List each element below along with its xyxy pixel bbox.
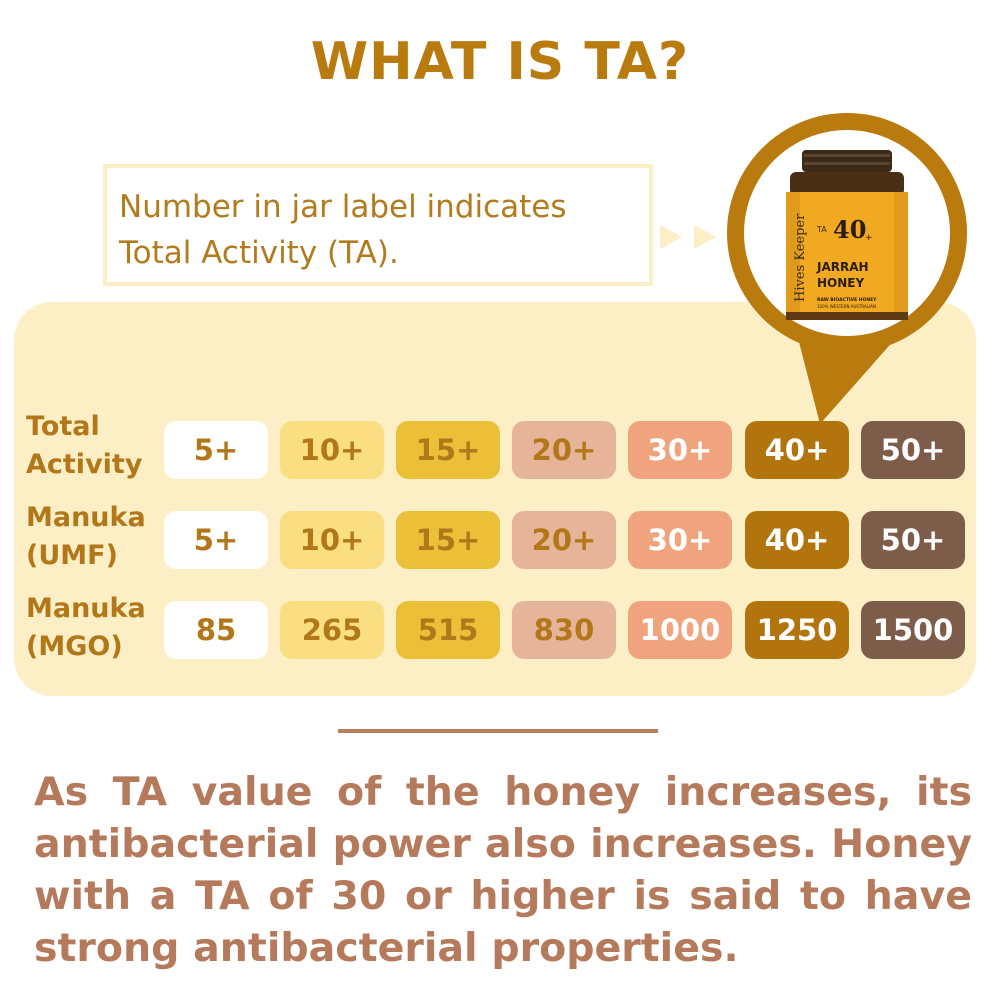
row-label: Total Activity — [26, 408, 142, 484]
value-cell: 265 — [280, 601, 384, 659]
honey-jar-image — [786, 150, 908, 320]
jar-subtitle: RAW BIOACTIVE HONEY — [817, 297, 877, 303]
value-cell: 20+ — [512, 421, 616, 479]
value-cell: 40+ — [745, 511, 849, 569]
row-label-line-2: (UMF) — [26, 540, 118, 571]
jar-pin-marker: Hives Keeper TA 40 + JARRAH HONEY RAW BI… — [727, 113, 967, 424]
row-label-line-2: (MGO) — [26, 631, 123, 662]
jar-name-line-1: JARRAH — [816, 260, 869, 274]
page-title: WHAT IS TA? — [310, 32, 690, 92]
row-label-line-1: Manuka — [26, 593, 146, 624]
arrow-chevron-1 — [660, 225, 682, 249]
row-label-line-1: Total — [26, 411, 100, 442]
callout-line-1: Number in jar label indicates — [119, 189, 567, 225]
value-cell: 30+ — [628, 511, 732, 569]
value-cell: 1500 — [861, 601, 965, 659]
jar-brand: Hives Keeper — [793, 213, 808, 302]
divider-line — [338, 729, 658, 733]
row-label-line-2: Activity — [26, 449, 143, 480]
value-cell: 10+ — [280, 421, 384, 479]
value-cell: 20+ — [512, 511, 616, 569]
explanation-paragraph: As TA value of the honey increases, its … — [34, 769, 972, 971]
jar-origin: 100% WESTERN AUSTRALIAN — [817, 304, 876, 309]
value-cell: 515 — [396, 601, 500, 659]
jar-name-line-2: HONEY — [817, 276, 864, 290]
callout-line-2: Total Activity (TA). — [119, 235, 399, 271]
jar-ta-value: 40 — [833, 215, 866, 244]
value-cell: 1250 — [745, 601, 849, 659]
value-cell: 85 — [164, 601, 268, 659]
arrow-chevron-2 — [694, 225, 716, 249]
row-label: Manuka (UMF) — [26, 499, 146, 575]
value-cell: 50+ — [861, 421, 965, 479]
callout-box: Number in jar label indicates Total Acti… — [103, 164, 653, 286]
value-cell: 30+ — [628, 421, 732, 479]
value-cell: 15+ — [396, 421, 500, 479]
value-cell: 10+ — [280, 511, 384, 569]
value-cell: 5+ — [164, 511, 268, 569]
jar-ta-prefix: TA — [816, 225, 827, 234]
value-cell: 15+ — [396, 511, 500, 569]
value-cell: 1000 — [628, 601, 732, 659]
row-label-line-1: Manuka — [26, 502, 146, 533]
row-label: Manuka (MGO) — [26, 590, 146, 666]
value-cell: 5+ — [164, 421, 268, 479]
jar-ta-plus: + — [865, 233, 873, 243]
value-cell: 50+ — [861, 511, 965, 569]
value-cell: 40+ — [745, 421, 849, 479]
value-cell: 830 — [512, 601, 616, 659]
